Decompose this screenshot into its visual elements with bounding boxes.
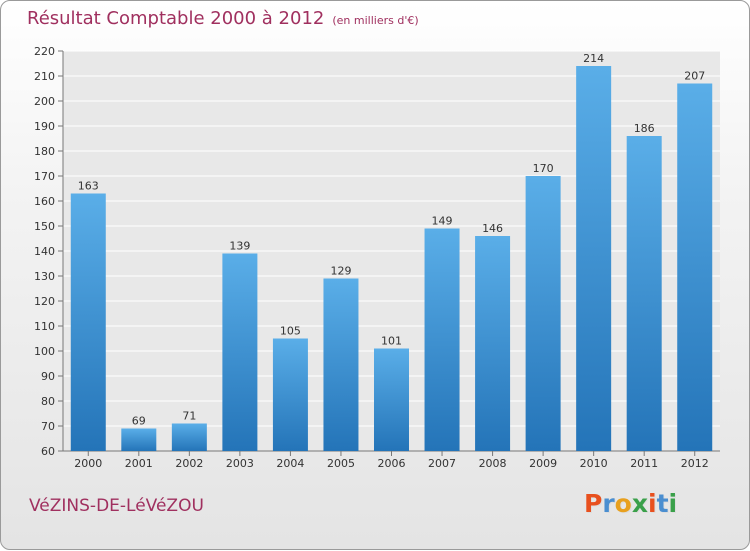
bar-value-label: 69 [132,415,146,428]
logo-letter: r [602,489,615,518]
x-tick-label: 2002 [175,457,203,470]
logo-letter: t [656,489,669,518]
x-tick-label: 2011 [630,457,658,470]
chart-subtitle: (en milliers d'€) [332,14,419,27]
y-tick-label: 90 [41,370,55,383]
y-tick-label: 210 [34,70,55,83]
chart-title-text: Résultat Comptable 2000 à 2012 [27,8,325,29]
bar-value-label: 146 [482,222,503,235]
logo-letter: o [614,489,632,518]
x-tick-label: 2000 [74,457,102,470]
y-tick-label: 70 [41,420,55,433]
bar-value-label: 105 [280,325,301,338]
bar-value-label: 129 [330,265,351,278]
logo-letter: i [648,489,657,518]
x-tick-label: 2004 [276,457,304,470]
y-tick-label: 80 [41,395,55,408]
bar-value-label: 207 [684,70,705,83]
y-tick-label: 190 [34,120,55,133]
bar [677,83,713,451]
bar [374,348,409,451]
bar [222,253,258,451]
bar [323,278,359,451]
y-tick-label: 140 [34,245,55,258]
bar-value-label: 149 [432,215,453,228]
x-tick-label: 2010 [580,457,608,470]
x-tick-label: 2012 [681,457,709,470]
bar-value-label: 186 [634,122,655,135]
city-name: VéZINS-DE-LéVéZOU [29,496,204,516]
proxiti-logo: Proxiti [584,489,677,518]
y-tick-label: 180 [34,145,55,158]
y-tick-label: 170 [34,170,55,183]
x-tick-label: 2008 [479,457,507,470]
bar-value-label: 139 [229,240,250,253]
x-tick-label: 2006 [378,457,406,470]
x-tick-label: 2009 [529,457,557,470]
logo-letter: P [584,489,603,518]
y-tick-label: 60 [41,445,55,458]
bar [626,136,662,451]
bar [475,236,511,451]
y-tick-label: 130 [34,270,55,283]
bar-value-label: 71 [182,410,196,423]
x-tick-label: 2007 [428,457,456,470]
y-tick-label: 150 [34,220,55,233]
bar-value-label: 163 [78,180,99,193]
y-tick-label: 120 [34,295,55,308]
bar [525,176,561,451]
bar [121,428,157,451]
y-tick-label: 160 [34,195,55,208]
bar [171,423,207,451]
y-tick-label: 200 [34,95,55,108]
bar [576,66,612,451]
bar [272,338,308,451]
x-tick-label: 2003 [226,457,254,470]
y-tick-label: 220 [34,45,55,58]
x-tick-label: 2005 [327,457,355,470]
y-tick-label: 100 [34,345,55,358]
bar-value-label: 170 [533,162,554,175]
bar-value-label: 101 [381,335,402,348]
logo-letter: i [668,489,678,518]
chart-title: Résultat Comptable 2000 à 2012 (en millie… [27,8,419,29]
bar [70,193,106,451]
bar-value-label: 214 [583,52,604,65]
x-tick-label: 2001 [125,457,153,470]
bar [424,228,460,451]
logo-letter: x [631,489,648,518]
y-tick-label: 110 [34,320,55,333]
